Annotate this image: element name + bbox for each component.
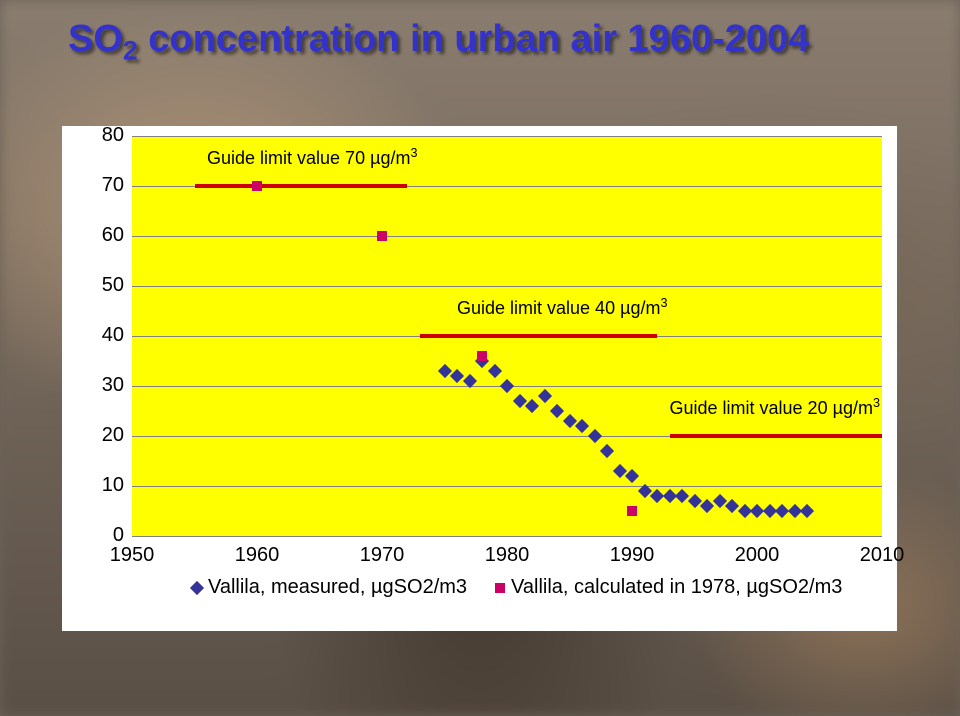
title-prefix: SO [68, 18, 123, 60]
legend-item-calculated: Vallila, calculated in 1978, µgSO2/m3 [495, 576, 842, 599]
ytick-label: 80 [74, 124, 124, 147]
legend-label: Vallila, measured, µgSO2/m3 [208, 576, 467, 599]
ytick-label: 70 [74, 174, 124, 197]
xtick-label: 1990 [602, 544, 662, 567]
chart-container: 0102030405060708019501960197019801990200… [62, 126, 897, 631]
gridline [132, 536, 882, 537]
title-subscript: 2 [123, 36, 138, 66]
ytick-label: 20 [74, 424, 124, 447]
guide-limit-label: Guide limit value 20 µg/m3 [670, 396, 880, 419]
gridline [132, 486, 882, 487]
legend-label: Vallila, calculated in 1978, µgSO2/m3 [511, 576, 842, 599]
ytick-label: 30 [74, 374, 124, 397]
xtick-label: 1960 [227, 544, 287, 567]
xtick-label: 1950 [102, 544, 162, 567]
guide-limit-line [195, 184, 408, 188]
xtick-label: 2010 [852, 544, 912, 567]
ytick-label: 50 [74, 274, 124, 297]
guide-limit-line [670, 434, 883, 438]
xtick-label: 1980 [477, 544, 537, 567]
ytick-label: 40 [74, 324, 124, 347]
gridline [132, 236, 882, 237]
guide-limit-label: Guide limit value 70 µg/m3 [207, 146, 417, 169]
legend-item-measured: Vallila, measured, µgSO2/m3 [192, 576, 467, 599]
calculated-point [627, 506, 637, 516]
xtick-label: 2000 [727, 544, 787, 567]
title-rest: concentration in urban air 1960-2004 [138, 18, 810, 60]
calculated-point [377, 231, 387, 241]
diamond-icon [190, 580, 204, 594]
gridline [132, 136, 882, 137]
xtick-label: 1970 [352, 544, 412, 567]
page-title: SO2 concentration in urban air 1960-2004 [68, 18, 809, 67]
guide-limit-line [420, 334, 658, 338]
ytick-label: 10 [74, 474, 124, 497]
gridline [132, 286, 882, 287]
legend: Vallila, measured, µgSO2/m3 Vallila, calc… [192, 576, 842, 599]
guide-limit-label: Guide limit value 40 µg/m3 [457, 296, 667, 319]
ytick-label: 60 [74, 224, 124, 247]
square-icon [495, 583, 505, 593]
calculated-point [252, 181, 262, 191]
calculated-point [477, 351, 487, 361]
